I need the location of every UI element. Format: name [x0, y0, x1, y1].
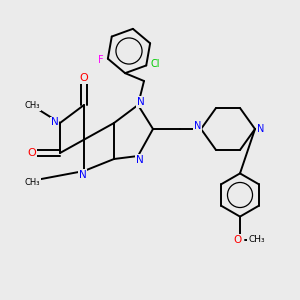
- Text: O: O: [233, 235, 242, 245]
- Text: Cl: Cl: [151, 59, 160, 69]
- Text: CH₃: CH₃: [25, 101, 40, 110]
- Text: N: N: [79, 169, 86, 180]
- Text: N: N: [51, 117, 58, 128]
- Text: O: O: [27, 148, 36, 158]
- Text: O: O: [80, 73, 88, 83]
- Text: N: N: [194, 121, 201, 131]
- Text: CH₃: CH₃: [25, 178, 40, 187]
- Text: N: N: [257, 124, 264, 134]
- Text: F: F: [98, 55, 104, 65]
- Text: N: N: [136, 154, 143, 165]
- Text: N: N: [137, 97, 145, 107]
- Text: CH₃: CH₃: [248, 236, 265, 244]
